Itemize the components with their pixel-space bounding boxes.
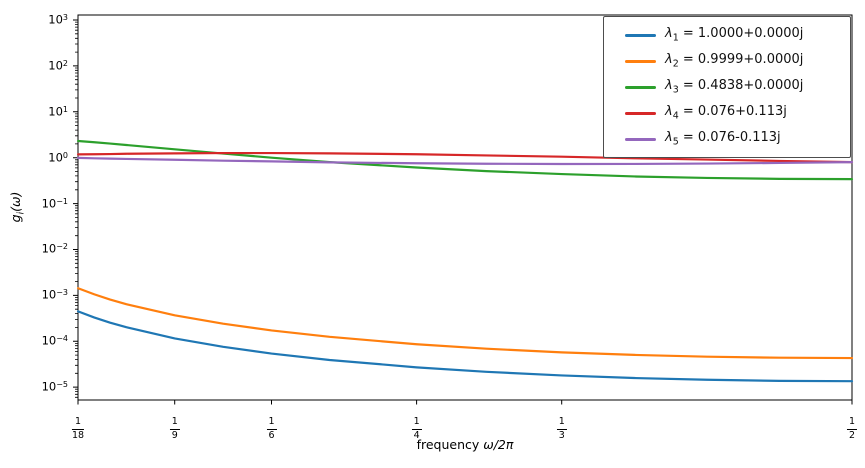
y-tick-label: 10−4 <box>41 333 68 348</box>
y-tick-label: 102 <box>48 58 68 73</box>
x-axis-label-prefix: frequency <box>416 437 484 452</box>
x-axis-label-math: ω/2π <box>483 437 514 452</box>
y-tick-label: 100 <box>48 150 68 165</box>
y-major-ticks <box>73 19 78 388</box>
y-tick-label: 10−3 <box>41 287 68 302</box>
y-axis-label-symbol: g <box>7 214 23 223</box>
y-tick-label: 10−1 <box>41 196 68 211</box>
legend-label-lambda_4: λ4 = 0.076+0.113j <box>665 104 787 122</box>
legend-entry-lambda_3: λ3 = 0.4838+0.0000j <box>604 75 850 99</box>
x-axis-label: frequency ω/2π <box>417 437 514 452</box>
series-line-lambda_1 <box>76 310 854 383</box>
y-tick-label: 103 <box>48 12 68 27</box>
y-tick-label: 10−5 <box>41 379 68 394</box>
legend-entry-lambda_4: λ4 = 0.076+0.113j <box>604 101 850 125</box>
legend-swatch-lambda_4 <box>625 111 656 115</box>
legend-entry-lambda_2: λ2 = 0.9999+0.0000j <box>604 49 850 73</box>
legend-swatch-lambda_3 <box>625 85 656 89</box>
legend-swatch-lambda_2 <box>625 59 656 63</box>
y-minor-ticks <box>75 21 78 398</box>
legend-box: λ1 = 1.0000+0.0000j λ2 = 0.9999+0.0000j λ3… <box>603 16 851 158</box>
legend-swatch-lambda_1 <box>625 33 656 37</box>
series-line-lambda_2 <box>76 287 854 360</box>
series-line-lambda_5 <box>76 156 854 166</box>
series-line-lambda_4 <box>76 151 854 164</box>
legend-label-lambda_1: λ1 = 1.0000+0.0000j <box>665 26 804 44</box>
y-axis-label: gi(ω) <box>8 192 27 223</box>
legend-entry-lambda_1: λ1 = 1.0000+0.0000j <box>604 23 850 47</box>
y-tick-label: 10−2 <box>41 242 68 257</box>
y-axis-label-rest: (ω) <box>7 191 23 212</box>
x-tick-label: 1 18 <box>71 416 85 441</box>
legend-label-lambda_3: λ3 = 0.4838+0.0000j <box>665 78 804 96</box>
legend-swatch-lambda_5 <box>625 137 656 141</box>
y-tick-label: 101 <box>48 104 68 119</box>
axes-frame <box>77 14 853 401</box>
legend-label-lambda_5: λ5 = 0.076-0.113j <box>665 130 781 148</box>
x-major-ticks <box>77 400 853 405</box>
legend-entry-lambda_5: λ5 = 0.076-0.113j <box>604 127 850 151</box>
legend-label-lambda_2: λ2 = 0.9999+0.0000j <box>665 52 804 70</box>
